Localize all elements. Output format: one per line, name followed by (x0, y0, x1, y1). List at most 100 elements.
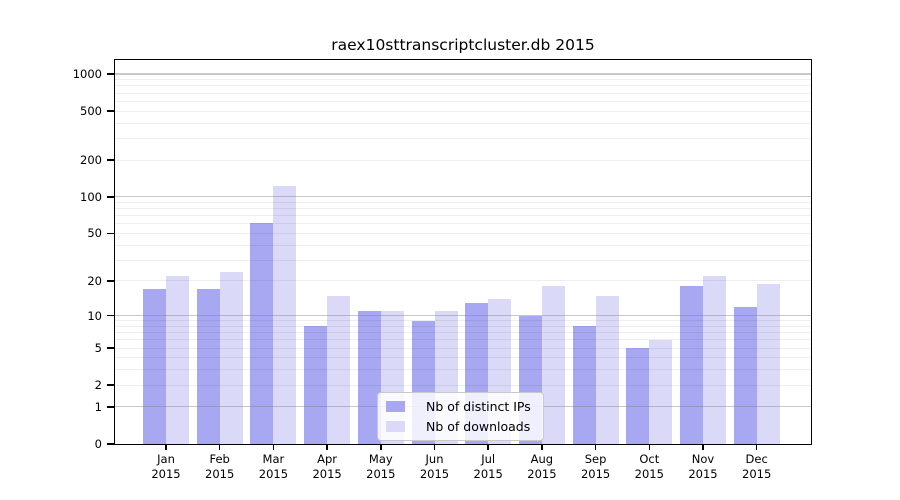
gridline (115, 325, 811, 327)
bar-distinct-ips (680, 286, 703, 444)
x-tick-mark (702, 444, 704, 450)
x-tick-mark (594, 444, 597, 450)
gridline (115, 384, 811, 386)
x-tick-mark (326, 444, 328, 450)
gridline (115, 314, 811, 317)
gridline (115, 201, 811, 203)
bar-downloads (703, 276, 726, 444)
y-tick-label: 100 (80, 189, 102, 204)
bar-distinct-ips (733, 306, 757, 444)
gridline (115, 92, 811, 94)
bar-downloads (649, 339, 673, 444)
x-tick-label: Mar 2015 (258, 452, 289, 481)
y-tick-label: 1000 (72, 67, 102, 81)
gridline (115, 369, 811, 371)
y-tick-mark (107, 384, 114, 386)
y-tick-label: 50 (87, 226, 102, 241)
y-tick-mark (107, 443, 114, 445)
x-tick-label: Feb 2015 (205, 452, 235, 481)
gridline (115, 195, 811, 198)
gridline (115, 347, 811, 349)
x-tick-label: Nov 2015 (688, 452, 718, 481)
x-tick-mark (433, 444, 436, 450)
bar-distinct-ips (572, 326, 596, 444)
y-tick-mark (107, 159, 114, 161)
y-tick-mark (107, 73, 114, 75)
legend-item-downloads: Nb of downloads (386, 419, 531, 434)
legend-item-distinct-ips: Nb of distinct IPs (386, 399, 531, 414)
x-tick-mark (487, 444, 489, 450)
x-tick-mark (755, 444, 758, 450)
gridline (115, 137, 811, 139)
plot-area (114, 59, 812, 445)
x-tick-label: Apr 2015 (312, 452, 342, 481)
x-tick-mark (648, 444, 651, 450)
y-tick-label: 500 (80, 104, 102, 119)
gridline (115, 110, 811, 112)
bar-downloads (327, 295, 351, 444)
bar-downloads (219, 271, 243, 444)
legend-label-distinct-ips: Nb of distinct IPs (426, 399, 531, 414)
y-tick-label: 20 (87, 273, 102, 288)
legend-label-downloads: Nb of downloads (426, 419, 531, 434)
x-tick-mark (218, 444, 221, 450)
x-tick-label: Oct 2015 (634, 452, 664, 481)
bar-downloads (595, 295, 619, 444)
x-tick-mark (272, 444, 275, 450)
bar-distinct-ips (304, 326, 328, 444)
y-tick-mark (107, 314, 114, 317)
y-tick-label: 10 (87, 308, 102, 323)
bar-downloads (166, 276, 189, 444)
x-tick-label: Jul 2015 (473, 452, 503, 481)
y-tick-mark (107, 196, 114, 198)
bar-distinct-ips (196, 289, 220, 444)
legend-swatch-downloads (386, 421, 405, 432)
y-tick-label: 2 (94, 378, 102, 393)
bar-distinct-ips (626, 348, 650, 444)
gridline (115, 232, 811, 234)
y-tick-label: 200 (80, 153, 102, 167)
y-tick-mark (107, 347, 114, 349)
x-tick-mark (541, 444, 543, 450)
gridline (115, 244, 811, 246)
bar-distinct-ips (143, 289, 166, 444)
legend: Nb of distinct IPs Nb of downloads (377, 392, 544, 441)
bar-distinct-ips (250, 223, 274, 444)
y-tick-mark (107, 406, 114, 408)
gridline (115, 280, 811, 282)
x-tick-label: Sep 2015 (580, 452, 611, 481)
x-tick-label: Jun 2015 (419, 452, 450, 481)
gridline (115, 339, 811, 341)
gridline (115, 85, 811, 87)
x-tick-label: Aug 2015 (527, 452, 557, 481)
bar-downloads (541, 286, 565, 444)
y-tick-mark (107, 280, 114, 282)
bar-downloads (273, 185, 297, 444)
gridline (115, 122, 811, 124)
y-tick-mark (107, 110, 114, 112)
x-tick-label: Jan 2015 (151, 452, 181, 481)
gridline (115, 215, 811, 217)
gridline (115, 79, 811, 81)
gridline (115, 100, 811, 102)
gridline (115, 320, 811, 322)
y-tick-label: 0 (94, 437, 102, 451)
y-tick-label: 1 (94, 399, 102, 414)
y-tick-mark (107, 232, 114, 235)
x-tick-mark (165, 444, 167, 450)
bar-downloads (756, 283, 780, 444)
bar-distinct-ips (357, 310, 381, 444)
x-tick-mark (380, 444, 382, 450)
x-tick-label: Dec 2015 (742, 452, 772, 481)
gridline (115, 73, 811, 75)
chart-title: raex10sttranscriptcluster.db 2015 (331, 36, 595, 54)
gridline (115, 332, 811, 334)
gridline (115, 357, 811, 359)
gridline (115, 208, 811, 210)
y-tick-label: 5 (94, 341, 102, 355)
legend-swatch-distinct-ips (386, 401, 405, 412)
gridline (115, 159, 811, 161)
x-tick-label: May 2015 (366, 452, 396, 481)
gridline (115, 223, 811, 225)
